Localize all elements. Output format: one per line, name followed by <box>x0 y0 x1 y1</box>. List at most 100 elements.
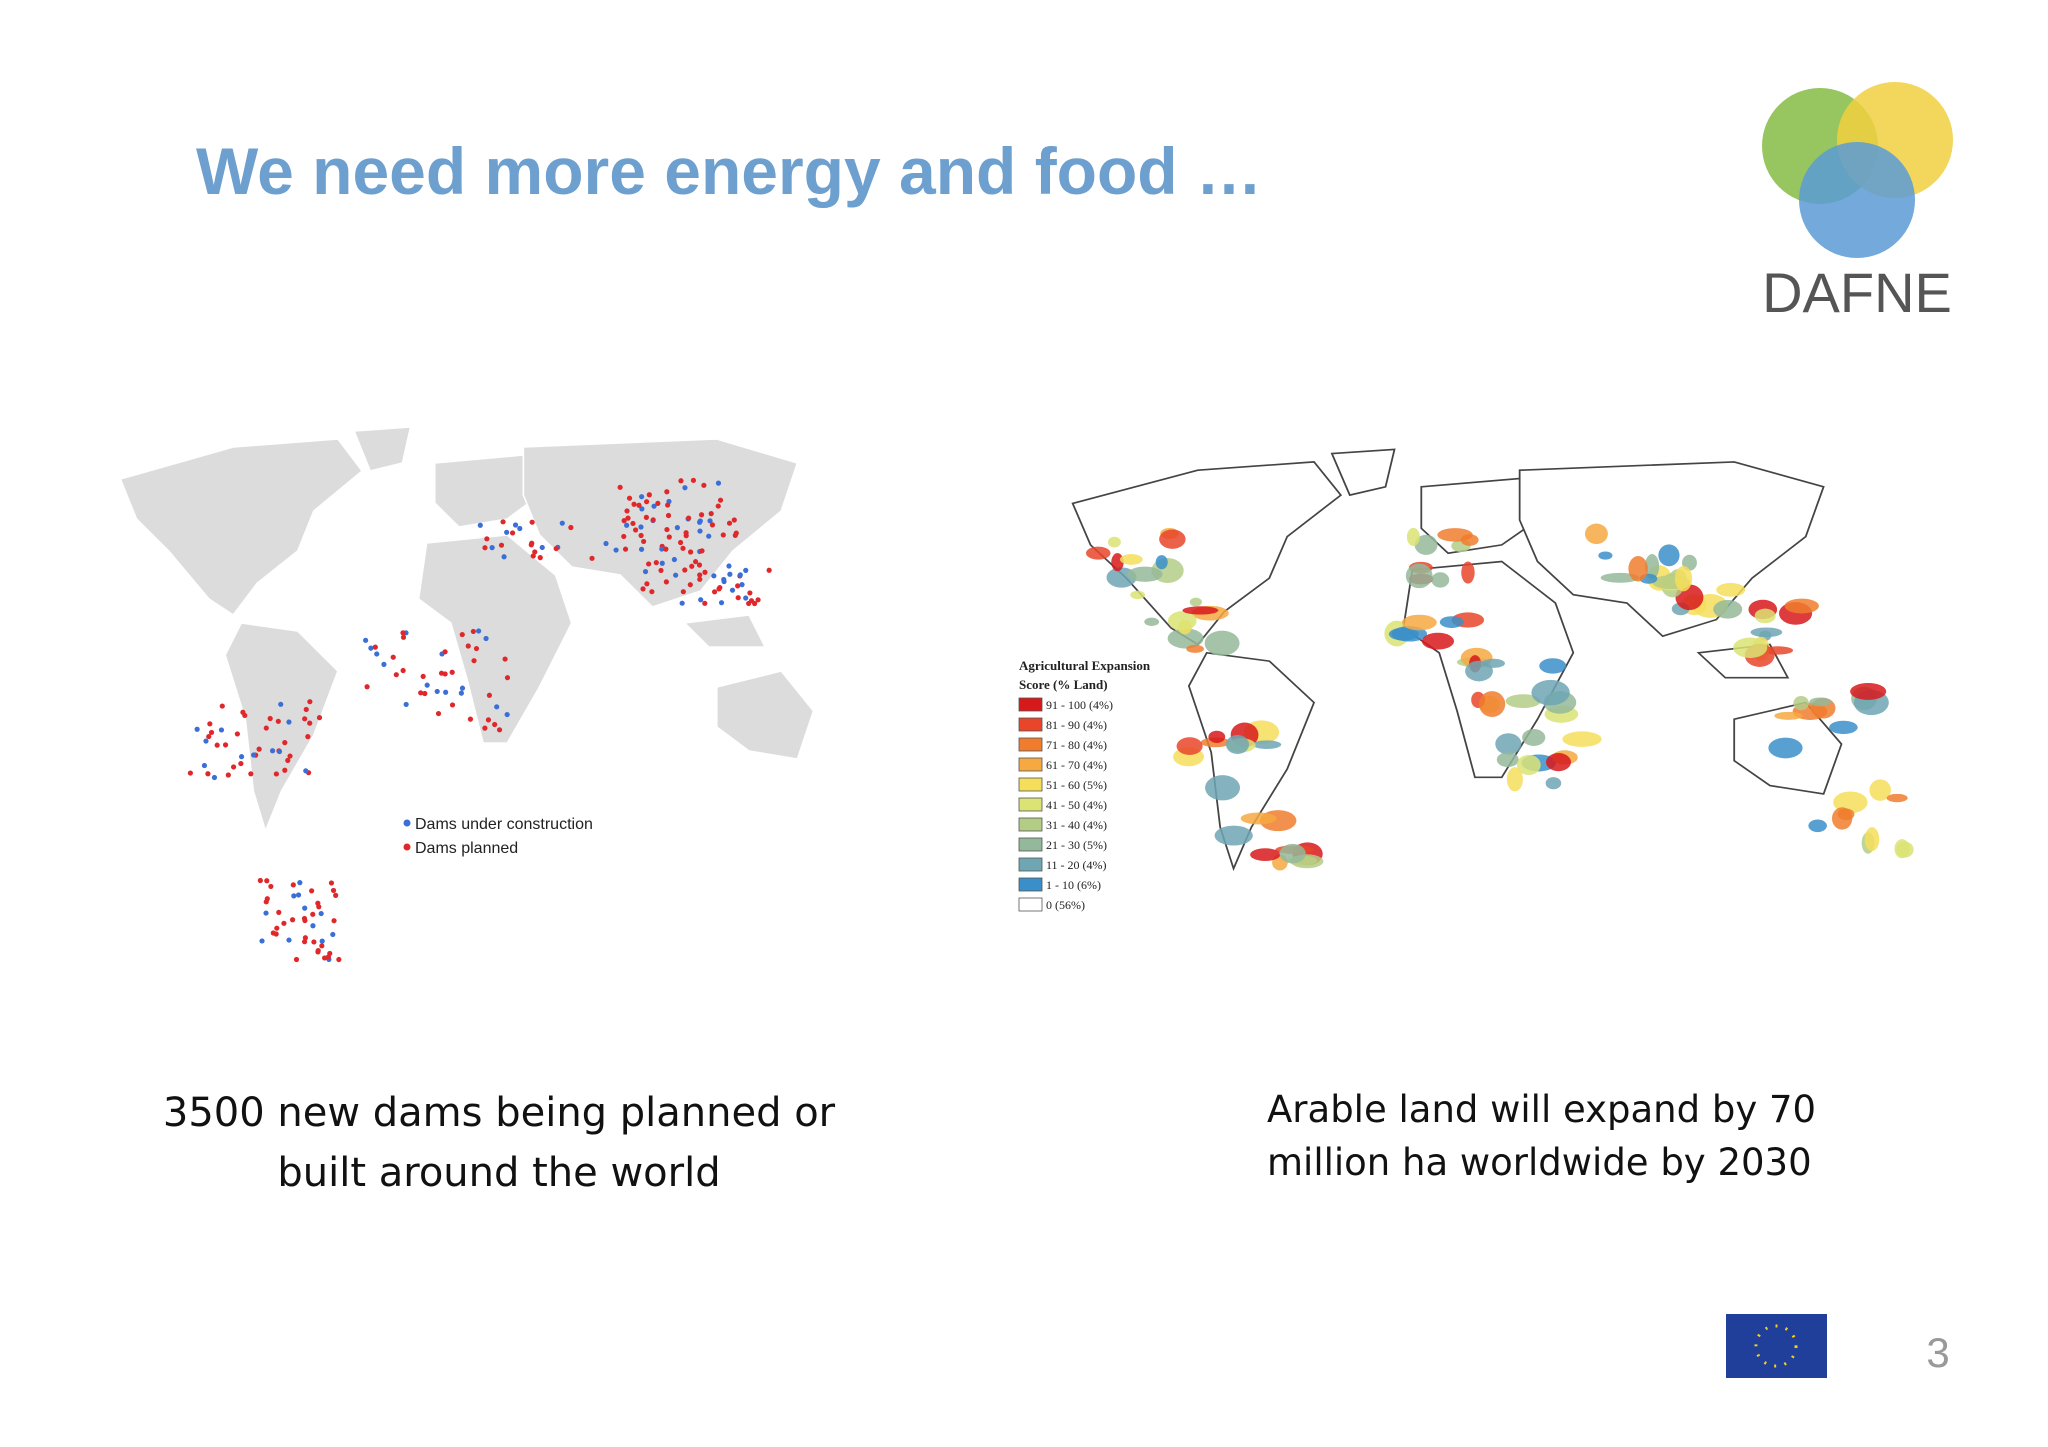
heat-patch <box>1894 839 1910 859</box>
dam-dot <box>726 563 732 569</box>
dam-dot <box>528 542 534 548</box>
dam-dot <box>632 527 639 533</box>
dam-dot <box>303 706 309 713</box>
dam-dot <box>364 684 370 690</box>
dam-dot <box>257 877 263 884</box>
legend-label: 1 - 10 (6%) <box>1046 878 1101 892</box>
dam-dot <box>302 935 308 941</box>
dam-dot <box>718 600 725 606</box>
dam-dot <box>717 497 724 503</box>
dam-dot <box>263 910 269 916</box>
heat-patch <box>1252 740 1282 749</box>
heat-patch <box>1144 617 1160 627</box>
dam-dot <box>698 512 705 518</box>
dam-dot <box>442 649 448 655</box>
legend-swatch <box>1018 797 1043 812</box>
legend-label: 61 - 70 (4%) <box>1046 758 1107 772</box>
heat-patch <box>1439 616 1464 629</box>
dam-dot <box>238 760 244 767</box>
dam-dot <box>678 478 684 484</box>
legend-label: 31 - 40 (4%) <box>1046 818 1107 832</box>
dam-dot <box>187 770 193 776</box>
dam-dot <box>256 746 262 752</box>
legend-title: Agricultural Expansion <box>1019 658 1151 673</box>
legend-label: 81 - 90 (4%) <box>1046 718 1107 732</box>
legend-dot <box>403 819 411 827</box>
dam-dot <box>638 532 644 539</box>
dam-dot <box>553 545 559 552</box>
heat-patch <box>1522 728 1546 746</box>
dam-dot <box>517 525 523 532</box>
dam-dot <box>702 569 708 575</box>
dam-dot <box>589 555 595 561</box>
dam-dot <box>449 702 456 708</box>
dam-dot <box>400 667 406 674</box>
dam-dot <box>715 503 721 509</box>
heat-patch <box>1208 730 1226 743</box>
legend-label: 21 - 30 (5%) <box>1046 838 1107 852</box>
dam-dot <box>711 589 718 595</box>
dam-dot <box>639 506 645 512</box>
dam-dot <box>643 514 649 520</box>
dam-dot <box>504 529 510 535</box>
dam-dot <box>438 670 445 676</box>
dam-dot <box>374 651 380 657</box>
heat-patch <box>1204 630 1240 656</box>
dam-dot <box>231 764 237 770</box>
dam-dot <box>646 561 652 567</box>
caption-line: million ha worldwide by 2030 <box>1267 1141 1812 1184</box>
heat-patch <box>1886 793 1908 803</box>
dam-dot <box>476 628 482 634</box>
dam-dot <box>273 771 279 777</box>
dam-dot <box>240 709 246 715</box>
dam-dot <box>699 548 705 554</box>
legend-swatch <box>1018 877 1043 892</box>
heat-patch <box>1240 812 1277 825</box>
dam-dot <box>568 524 574 531</box>
dam-dot <box>624 522 630 528</box>
dam-dot <box>751 600 758 607</box>
heat-patch <box>1562 731 1602 747</box>
dam-dot <box>214 742 220 748</box>
dam-dot <box>482 545 488 551</box>
dam-dot <box>363 637 369 643</box>
dam-dot <box>286 719 292 725</box>
dam-dot <box>631 501 637 507</box>
dam-dot <box>259 938 265 944</box>
legend-label: 11 - 20 (4%) <box>1046 858 1107 872</box>
dam-dot <box>726 520 733 526</box>
dam-dot <box>459 631 465 638</box>
page-number: 3 <box>1926 1329 1949 1376</box>
dam-dot <box>333 892 339 898</box>
dam-dot <box>708 511 714 517</box>
dam-dot <box>307 720 313 726</box>
dam-dot <box>484 536 490 542</box>
dam-dot <box>530 553 536 559</box>
heat-patch <box>1869 779 1891 801</box>
dam-dot <box>664 526 670 533</box>
map-land <box>119 426 815 832</box>
dam-dot <box>422 690 428 697</box>
dam-dot <box>665 512 672 519</box>
dam-dot <box>315 949 321 955</box>
dam-dot <box>735 583 741 589</box>
heat-patch <box>1644 554 1660 579</box>
dam-dot <box>739 582 745 588</box>
heat-patch <box>1658 544 1680 567</box>
dam-dot <box>659 546 665 552</box>
legend-swatch <box>1018 777 1043 792</box>
dam-dot <box>485 717 492 723</box>
heat-patch <box>1478 691 1506 718</box>
dam-dot <box>302 905 308 911</box>
logo: DAFNE <box>1762 82 1953 324</box>
dam-dot <box>477 522 483 528</box>
heat-patch <box>1167 628 1204 649</box>
dam-dot <box>706 533 712 539</box>
dam-dot <box>330 931 336 938</box>
heat-patch <box>1539 658 1567 674</box>
heat-patch <box>1584 523 1608 545</box>
dam-dot <box>680 545 686 551</box>
dam-dot <box>201 762 208 769</box>
caption-line: 3500 new dams being planned or <box>163 1090 836 1136</box>
dam-dot <box>286 937 292 943</box>
